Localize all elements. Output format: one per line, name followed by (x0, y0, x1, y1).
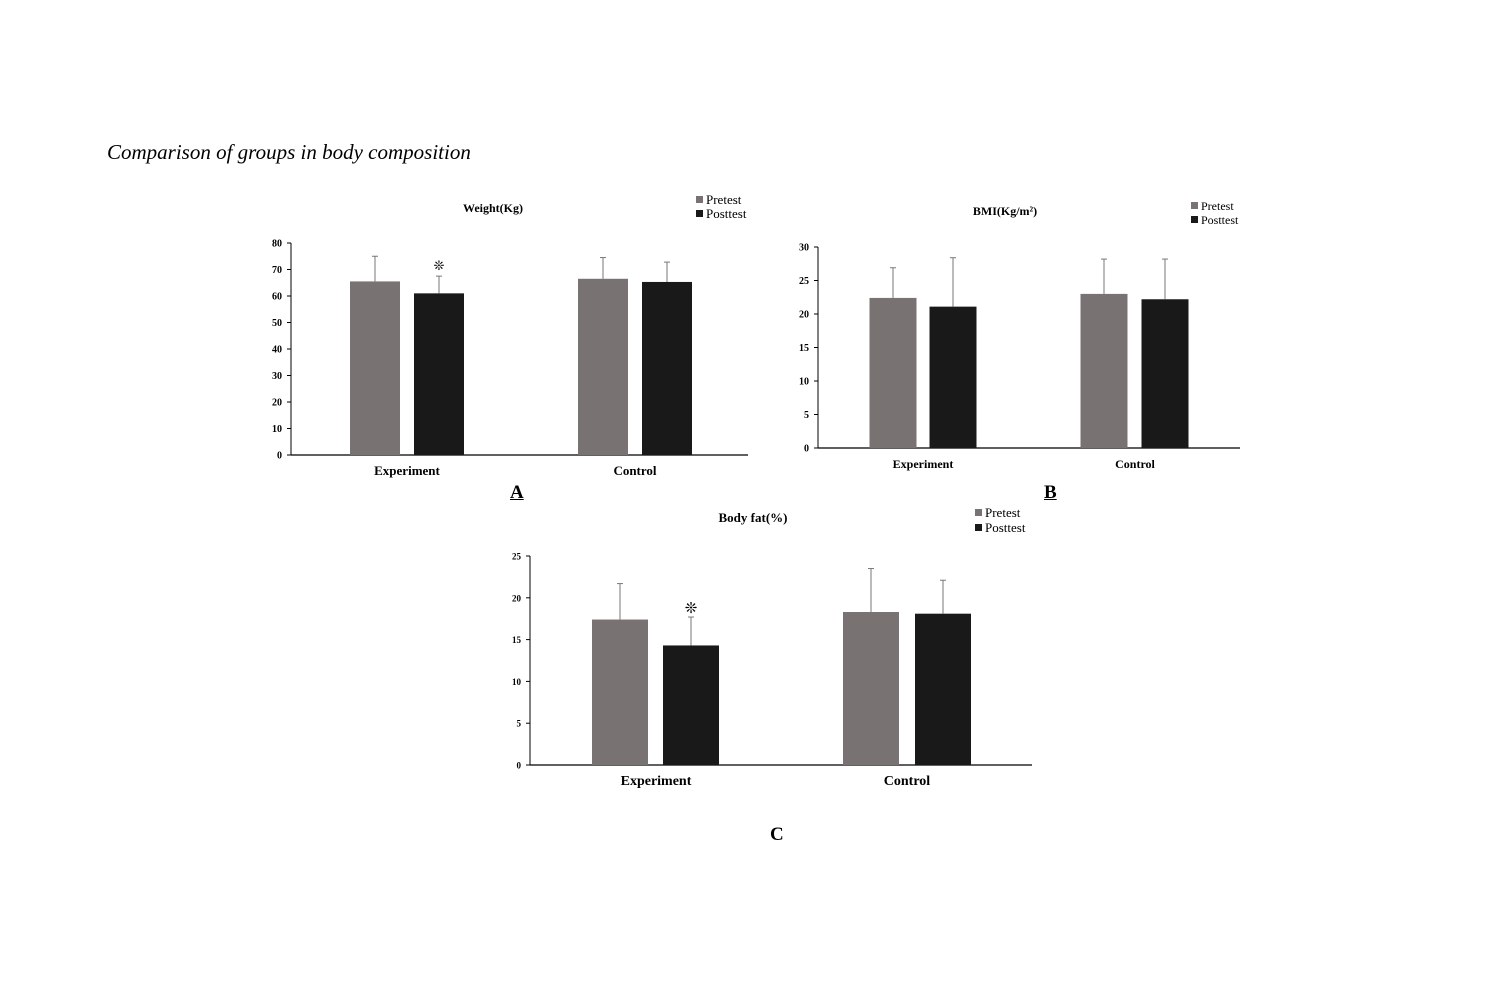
chart-c-bar-pretest-experiment (592, 619, 648, 765)
chart-b-legend-swatch (1191, 202, 1198, 209)
chart-b-y-tick-label: 20 (799, 310, 809, 321)
chart-b-y-tick-label: 15 (799, 343, 809, 354)
chart-a-y-tick-label: 60 (272, 292, 282, 303)
chart-c-legend-label: Posttest (985, 520, 1026, 535)
panel-label-b: B (1044, 482, 1057, 503)
chart-a-legend-swatch (696, 210, 703, 217)
chart-b-legend-swatch (1191, 216, 1198, 223)
chart-c-category-label: Control (884, 774, 931, 789)
chart-c-bar-pretest-control (843, 612, 899, 765)
chart-b-y-tick-label: 25 (799, 276, 809, 287)
chart-b-legend-label: Pretest (1201, 199, 1234, 213)
chart-a-y-tick-label: 80 (272, 239, 282, 250)
chart-b-y-tick-label: 10 (799, 377, 809, 388)
chart-c-y-tick-label: 15 (512, 635, 522, 645)
chart-a-y-tick-label: 20 (272, 398, 282, 409)
chart-c-bar-posttest-control (915, 613, 971, 765)
chart-a-bar-posttest-control (642, 281, 692, 455)
figure-caption: Comparison of groups in body composition (107, 140, 471, 164)
chart-c-y-tick-label: 5 (517, 719, 522, 729)
chart-a-bar-pretest-experiment (350, 281, 400, 455)
chart-a-legend-label: Posttest (706, 206, 747, 221)
chart-a-category-label: Control (613, 463, 656, 478)
chart-a-y-tick-label: 70 (272, 265, 282, 276)
chart-c-category-label: Experiment (621, 774, 692, 789)
panel-label-c: C (770, 824, 784, 845)
chart-c-y-tick-label: 25 (512, 552, 522, 562)
chart-b-title: BMI(Kg/m²) (973, 204, 1037, 218)
chart-c-title: Body fat(%) (719, 510, 788, 525)
chart-a-category-label: Experiment (374, 463, 440, 478)
chart-a-bar-posttest-experiment (414, 293, 464, 455)
chart-c-legend-label: Pretest (985, 505, 1021, 520)
chart-a-significance-marker: ❊ (434, 258, 445, 273)
chart-b-bar-posttest-control (1141, 299, 1189, 448)
chart-a-y-tick-label: 30 (272, 371, 282, 382)
chart-a-y-tick-label: 50 (272, 318, 282, 329)
chart-b-bar-posttest-experiment (929, 306, 977, 448)
chart-a-title: Weight(Kg) (463, 201, 523, 215)
chart-b-y-tick-label: 30 (799, 243, 809, 254)
chart-c-legend-swatch (975, 509, 982, 516)
chart-b-legend-label: Posttest (1201, 213, 1239, 227)
chart-b-bar-pretest-experiment (869, 297, 917, 448)
chart-a-y-tick-label: 0 (277, 451, 282, 462)
panel-label-a: A (510, 482, 524, 503)
chart-b-y-tick-label: 0 (804, 444, 809, 455)
chart-a-y-tick-label: 10 (272, 424, 282, 435)
chart-b-bar-pretest-control (1080, 293, 1128, 448)
chart-c-y-tick-label: 0 (517, 761, 522, 771)
chart-b-category-label: Experiment (893, 457, 954, 471)
chart-a-y-tick-label: 40 (272, 345, 282, 356)
chart-b-y-tick-label: 5 (804, 410, 809, 421)
chart-c-y-tick-label: 10 (512, 677, 522, 687)
chart-b-category-label: Control (1115, 457, 1155, 471)
chart-c-y-tick-label: 20 (512, 593, 522, 603)
chart-a-legend-swatch (696, 196, 703, 203)
chart-a-bar-pretest-control (578, 278, 628, 455)
chart-c-bar-posttest-experiment (663, 645, 719, 765)
chart-c-legend-swatch (975, 524, 982, 531)
chart-a-legend-label: Pretest (706, 192, 742, 207)
chart-c-significance-marker: ❊ (685, 601, 698, 617)
